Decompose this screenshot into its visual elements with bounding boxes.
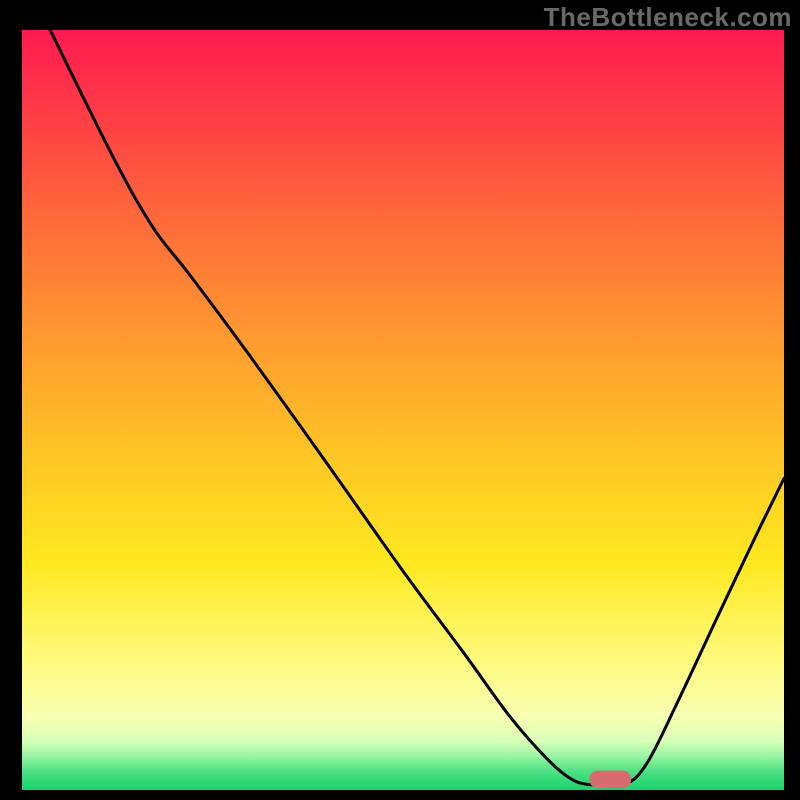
- plot-svg: [22, 30, 784, 790]
- chart-frame: TheBottleneck.com: [0, 0, 800, 800]
- watermark-text: TheBottleneck.com: [544, 2, 792, 33]
- optimum-marker: [589, 771, 631, 788]
- plot-area: [22, 30, 784, 790]
- gradient-background: [22, 30, 784, 790]
